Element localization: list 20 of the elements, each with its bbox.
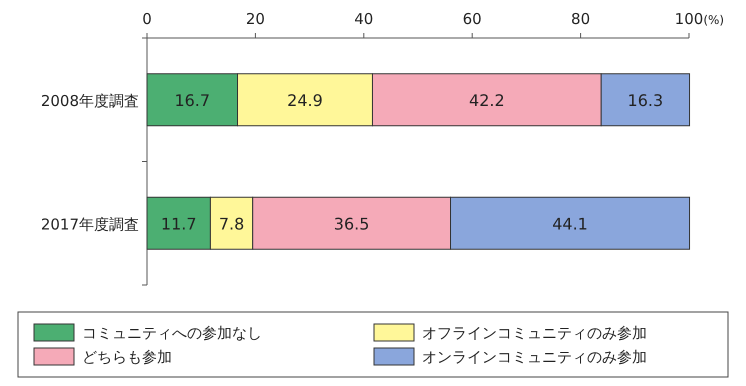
data-label: 16.3 <box>628 90 664 110</box>
data-label: 16.7 <box>174 90 210 110</box>
legend-label: コミュニティへの参加なし <box>82 324 262 342</box>
legend-label: オンラインコミュニティのみ参加 <box>422 348 647 366</box>
y-tick-label: 2008年度調査 <box>40 92 139 110</box>
x-tick-label: 80 <box>571 10 590 28</box>
x-tick-label: 100(%) <box>674 10 724 28</box>
x-tick-label: 40 <box>354 10 374 28</box>
data-label: 24.9 <box>287 90 323 110</box>
data-label: 7.8 <box>218 214 244 234</box>
x-tick-label: 60 <box>462 10 482 28</box>
data-label: 42.2 <box>469 90 505 110</box>
legend-label: どちらも参加 <box>82 348 172 366</box>
data-label: 11.7 <box>160 214 197 234</box>
legend-label: オフラインコミュニティのみ参加 <box>422 324 647 342</box>
x-tick-label: 20 <box>246 10 265 28</box>
x-tick-label: 0 <box>142 10 152 28</box>
data-label: 36.5 <box>334 214 370 234</box>
data-label: 44.1 <box>552 214 588 234</box>
y-tick-label: 2017年度調査 <box>40 215 139 234</box>
